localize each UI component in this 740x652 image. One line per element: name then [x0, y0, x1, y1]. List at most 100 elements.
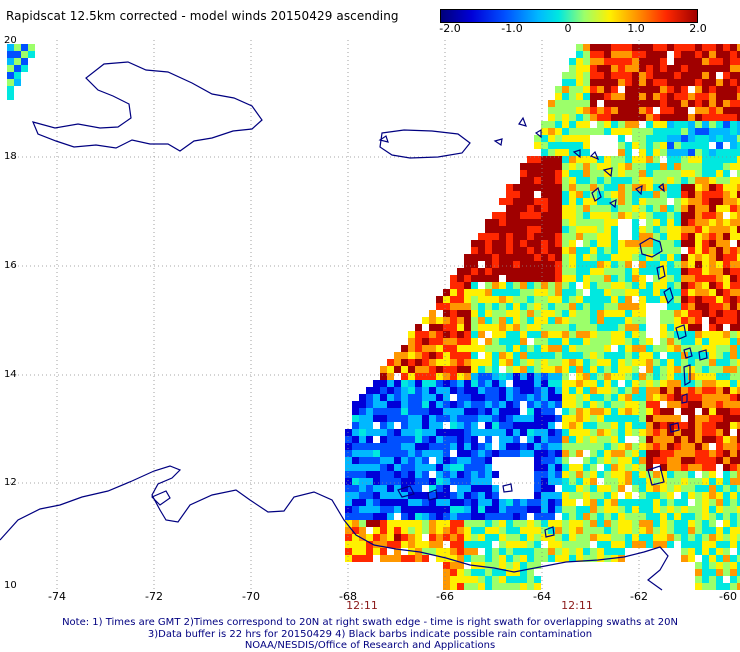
wind-cell	[702, 478, 709, 485]
wind-cell	[436, 534, 443, 541]
wind-cell	[646, 541, 653, 548]
wind-cell	[611, 499, 618, 506]
wind-cell	[380, 450, 387, 457]
wind-cell	[527, 170, 534, 177]
wind-cell	[373, 408, 380, 415]
wind-cell	[702, 345, 709, 352]
wind-cell	[506, 338, 513, 345]
wind-cell	[527, 261, 534, 268]
wind-cell	[394, 380, 401, 387]
wind-cell	[485, 338, 492, 345]
wind-cell	[394, 450, 401, 457]
wind-cell	[681, 219, 688, 226]
wind-cell	[723, 289, 730, 296]
wind-cell	[709, 429, 716, 436]
wind-cell	[639, 142, 646, 149]
wind-cell	[632, 443, 639, 450]
wind-cell	[625, 114, 632, 121]
wind-cell	[730, 58, 737, 65]
wind-cell	[723, 436, 730, 443]
wind-cell	[562, 233, 569, 240]
wind-cell	[450, 415, 457, 422]
wind-cell	[548, 520, 555, 527]
wind-cell	[716, 107, 723, 114]
wind-cell	[513, 184, 520, 191]
wind-cell	[569, 387, 576, 394]
wind-cell	[478, 317, 485, 324]
wind-cell	[639, 191, 646, 198]
wind-cell	[14, 79, 21, 86]
wind-cell	[429, 513, 436, 520]
wind-cell	[625, 380, 632, 387]
wind-cell	[471, 541, 478, 548]
wind-cell	[464, 548, 471, 555]
wind-cell	[492, 212, 499, 219]
wind-cell	[653, 429, 660, 436]
wind-cell	[457, 457, 464, 464]
island	[534, 128, 542, 139]
wind-cell	[415, 415, 422, 422]
wind-cell	[667, 79, 674, 86]
wind-cell	[485, 485, 492, 492]
wind-cell	[646, 233, 653, 240]
wind-cell	[730, 79, 737, 86]
wind-cell	[499, 219, 506, 226]
wind-cell	[695, 352, 702, 359]
wind-cell	[709, 387, 716, 394]
wind-cell	[548, 429, 555, 436]
wind-cell	[737, 520, 740, 527]
wind-cell	[737, 478, 740, 485]
wind-cell	[653, 359, 660, 366]
wind-cell	[632, 212, 639, 219]
wind-cell	[492, 310, 499, 317]
colorbar-tick-label: 0	[564, 22, 572, 35]
wind-cell	[723, 226, 730, 233]
wind-cell	[695, 310, 702, 317]
wind-cell	[555, 261, 562, 268]
wind-cell	[527, 240, 534, 247]
wind-cell	[674, 254, 681, 261]
wind-cell	[695, 429, 702, 436]
wind-cell	[555, 415, 562, 422]
wind-cell	[583, 254, 590, 261]
wind-cell	[464, 338, 471, 345]
wind-cell	[632, 100, 639, 107]
wind-cell	[555, 394, 562, 401]
wind-cell	[709, 114, 716, 121]
wind-cell	[471, 457, 478, 464]
wind-cell	[660, 422, 667, 429]
wind-cell	[688, 226, 695, 233]
wind-cell	[415, 387, 422, 394]
wind-cell	[730, 261, 737, 268]
wind-cell	[485, 499, 492, 506]
wind-cell	[534, 548, 541, 555]
wind-cell	[373, 394, 380, 401]
wind-cell	[730, 72, 737, 79]
wind-cell	[632, 471, 639, 478]
wind-cell	[576, 338, 583, 345]
wind-cell	[401, 443, 408, 450]
wind-cell	[737, 338, 740, 345]
wind-cell	[674, 506, 681, 513]
wind-cell	[597, 184, 604, 191]
wind-cell	[583, 156, 590, 163]
wind-cell	[548, 247, 555, 254]
wind-cell	[520, 219, 527, 226]
wind-cell	[674, 394, 681, 401]
wind-cell	[702, 450, 709, 457]
wind-cell	[730, 443, 737, 450]
wind-cell	[534, 170, 541, 177]
wind-cell	[653, 184, 660, 191]
wind-cell	[457, 366, 464, 373]
wind-cell	[716, 198, 723, 205]
wind-cell	[702, 135, 709, 142]
wind-cell	[723, 499, 730, 506]
wind-cell	[632, 394, 639, 401]
wind-cell	[688, 65, 695, 72]
wind-cell	[464, 527, 471, 534]
wind-cell	[688, 163, 695, 170]
wind-cell	[478, 331, 485, 338]
wind-cell	[723, 128, 730, 135]
wind-cell	[492, 450, 499, 457]
wind-cell	[569, 275, 576, 282]
